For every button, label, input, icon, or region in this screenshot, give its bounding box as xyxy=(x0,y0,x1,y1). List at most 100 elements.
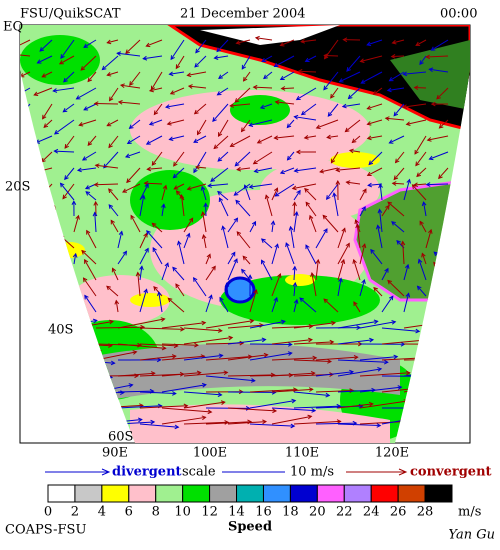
wind-vector-head xyxy=(83,43,89,48)
wind-vector-head xyxy=(404,263,410,269)
wind-vector xyxy=(293,341,334,345)
wind-vector xyxy=(120,84,141,89)
wind-vector xyxy=(212,103,229,122)
wind-vector-head xyxy=(58,60,64,65)
wind-vector-head xyxy=(121,188,127,193)
wind-vector-head xyxy=(417,258,423,264)
wind-vector xyxy=(139,233,148,249)
wind-vector xyxy=(195,39,207,53)
wind-vector-head xyxy=(175,190,181,196)
wind-vector-head xyxy=(436,357,442,362)
wind-vector xyxy=(51,349,101,361)
wind-vector-head xyxy=(384,267,389,273)
wind-vector-head xyxy=(348,148,354,154)
wind-vector-head xyxy=(59,182,65,188)
wind-vector-head xyxy=(59,234,65,240)
wind-vector xyxy=(63,71,75,83)
colorbar-box xyxy=(128,484,157,503)
wind-vector-head xyxy=(144,247,149,253)
wind-vector xyxy=(62,183,75,199)
wind-vector-head xyxy=(480,421,484,425)
colorbar-tick-label: 22 xyxy=(336,505,353,520)
wind-vector-head xyxy=(390,54,396,59)
wind-vector xyxy=(261,260,273,281)
wind-vector xyxy=(447,279,451,297)
wind-vector-head xyxy=(411,184,417,189)
wind-vector-head xyxy=(454,293,459,299)
wind-vector-head xyxy=(251,220,257,226)
wind-vector-head xyxy=(218,353,224,359)
wind-vector-head xyxy=(109,319,114,325)
wind-vector-head xyxy=(250,378,256,383)
wind-vector-head xyxy=(436,94,441,100)
wind-vector-head xyxy=(168,71,174,77)
wind-vector-head xyxy=(55,277,60,283)
wind-vector xyxy=(139,183,149,201)
wind-vector xyxy=(235,200,251,217)
wind-vector xyxy=(161,416,206,425)
wind-vector-head xyxy=(72,345,78,351)
wind-vector-head xyxy=(51,204,57,210)
wind-vector xyxy=(315,259,319,281)
wind-vector xyxy=(183,421,229,425)
wind-vector-head xyxy=(108,143,113,149)
wind-vector-head xyxy=(153,110,159,116)
wind-vector-head xyxy=(172,266,177,272)
wind-vector xyxy=(336,167,361,171)
wind-vector-head xyxy=(349,388,355,394)
wind-vector-head xyxy=(235,199,240,205)
wind-vector-head xyxy=(315,124,321,130)
wind-vector-head xyxy=(16,53,20,57)
wind-vector-head xyxy=(259,104,265,110)
wind-vector xyxy=(244,185,251,201)
wind-vector xyxy=(385,117,405,121)
wind-vector-head xyxy=(201,320,207,326)
wind-vector-head xyxy=(220,400,226,405)
wind-vector-head xyxy=(124,153,131,159)
wind-vector xyxy=(51,419,99,425)
wind-vector xyxy=(195,166,207,169)
wind-vector xyxy=(172,267,185,281)
wind-vector-head xyxy=(299,297,305,303)
wind-vector xyxy=(214,55,229,59)
wind-vector xyxy=(51,278,59,297)
wind-vector-head xyxy=(388,77,394,82)
wind-vector xyxy=(271,339,312,345)
wind-vector-head xyxy=(274,99,280,105)
wind-vector-head xyxy=(366,41,372,47)
wind-vector-head xyxy=(76,167,82,173)
wind-vector-head xyxy=(125,49,130,55)
wind-vector xyxy=(342,103,361,108)
wind-vector xyxy=(293,322,336,329)
wind-vector xyxy=(389,71,405,82)
wind-vector xyxy=(129,119,141,129)
wind-vector xyxy=(227,252,236,265)
wind-vector-head xyxy=(62,107,68,113)
wind-vector-head xyxy=(210,177,216,182)
wind-vector xyxy=(274,55,295,67)
wind-vector xyxy=(360,55,383,62)
wind-vector xyxy=(187,71,207,76)
wind-vector-head xyxy=(335,179,341,185)
wind-vector xyxy=(234,87,251,103)
wind-vector-head xyxy=(342,37,348,43)
wind-vector xyxy=(431,39,449,51)
wind-vector-head xyxy=(326,195,331,200)
wind-vector-head xyxy=(106,39,112,45)
wind-vector xyxy=(367,135,383,139)
wind-vector-head xyxy=(413,85,419,91)
wind-vector-head xyxy=(242,255,248,261)
wind-vector-head xyxy=(415,41,421,46)
wind-vector-head xyxy=(310,370,316,376)
wind-vector-head xyxy=(137,342,142,348)
wind-vector xyxy=(368,151,383,165)
wind-vector-head xyxy=(293,168,299,173)
wind-vector-head xyxy=(322,214,328,220)
wind-vector xyxy=(327,103,339,117)
wind-vector xyxy=(337,423,381,427)
colorbar-tick-label: 6 xyxy=(125,505,133,520)
wind-vector xyxy=(107,39,119,44)
wind-vector-head xyxy=(168,136,174,142)
wind-vector xyxy=(84,295,97,313)
wind-vector xyxy=(293,420,341,425)
